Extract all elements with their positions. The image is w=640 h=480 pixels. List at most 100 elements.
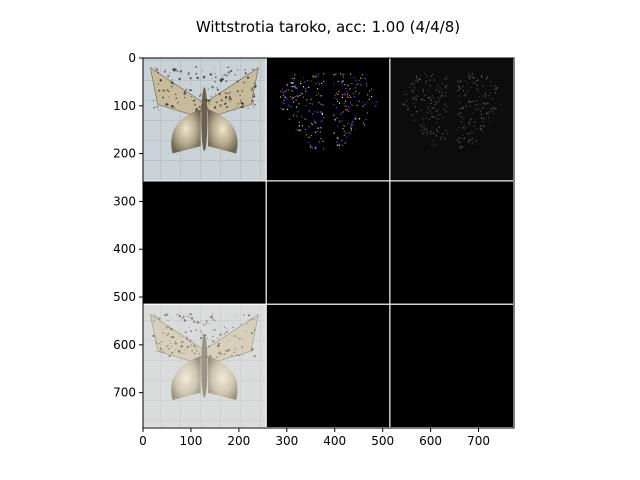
saliency-pixel (469, 77, 471, 79)
moth-speckle (154, 351, 156, 353)
saliency-pixel (481, 107, 484, 109)
saliency-pixel (486, 112, 488, 114)
saliency-pixel (444, 85, 446, 87)
saliency-pixel (368, 98, 370, 100)
saliency-pixel (347, 123, 349, 125)
moth-speckle (158, 317, 161, 320)
moth-speckle (178, 329, 180, 331)
saliency-pixel (402, 103, 404, 105)
saliency-pixel (429, 85, 431, 87)
moth-speckle (170, 104, 174, 108)
moth-speckle (237, 69, 239, 71)
saliency-pixel (342, 76, 345, 78)
moth-speckle (183, 352, 185, 355)
saliency-pixel (468, 142, 470, 144)
saliency-pixel (294, 86, 296, 88)
saliency-pixel (308, 136, 310, 138)
saliency-pixel (321, 82, 323, 84)
saliency-pixel (362, 105, 364, 107)
saliency-pixel (294, 74, 296, 76)
moth-speckle (218, 79, 220, 81)
saliency-pixel (338, 144, 340, 146)
saliency-pixel (366, 101, 368, 103)
saliency-pixel (317, 111, 319, 113)
moth-speckle (215, 93, 216, 95)
saliency-pixel (413, 88, 415, 90)
saliency-pixel (334, 119, 336, 121)
saliency-pixel (500, 104, 502, 106)
saliency-pixel (344, 94, 346, 96)
saliency-pixel (430, 102, 432, 104)
saliency-pixel (315, 146, 317, 148)
saliency-pixel (479, 110, 481, 112)
saliency-pixel (477, 89, 479, 91)
moth-speckle (180, 345, 183, 348)
moth-speckle (178, 351, 181, 354)
saliency-pixel (437, 130, 439, 132)
saliency-pixel (491, 107, 493, 109)
saliency-pixel (444, 95, 446, 97)
saliency-pixel (343, 73, 345, 76)
moth-speckle (171, 351, 174, 354)
moth-speckle (170, 336, 173, 339)
saliency-pixel (316, 111, 318, 113)
saliency-pixel (430, 99, 432, 101)
saliency-pixel (480, 113, 482, 115)
moth-speckle (159, 79, 162, 82)
saliency-pixel (441, 94, 443, 96)
saliency-pixel (460, 87, 462, 89)
saliency-pixel (292, 85, 295, 87)
saliency-pixel (457, 89, 459, 91)
saliency-pixel (319, 83, 321, 85)
saliency-pixel (315, 76, 317, 78)
moth-speckle (209, 355, 212, 358)
saliency-pixel (461, 146, 463, 148)
saliency-pixel (286, 98, 288, 100)
saliency-pixel (411, 91, 414, 93)
saliency-pixel (307, 142, 309, 144)
saliency-pixel (471, 73, 474, 75)
y-tick-label: 0 (128, 51, 136, 65)
saliency-pixel (424, 73, 426, 75)
saliency-pixel (462, 107, 464, 109)
moth-speckle (227, 348, 231, 352)
saliency-pixel (318, 92, 320, 95)
saliency-pixel (341, 81, 343, 83)
saliency-pixel (485, 97, 487, 99)
moth-speckle (174, 349, 176, 351)
saliency-pixel (317, 88, 319, 90)
saliency-pixel (310, 146, 312, 148)
saliency-pixel (479, 128, 481, 130)
saliency-pixel (281, 101, 283, 103)
saliency-pixel (468, 100, 470, 102)
saliency-pixel (494, 85, 496, 87)
saliency-pixel (282, 92, 284, 94)
saliency-pixel (431, 107, 433, 109)
saliency-pixel (305, 118, 307, 120)
moth-speckle (184, 96, 186, 99)
saliency-pixel (315, 74, 317, 76)
moth-speckle (223, 326, 226, 329)
saliency-pixel (436, 122, 438, 124)
saliency-pixel (291, 90, 293, 92)
saliency-pixel (480, 117, 483, 119)
moth-speckle (236, 354, 238, 357)
moth-speckle (169, 340, 171, 342)
tile-background (266, 304, 390, 428)
moth-speckle (159, 344, 161, 346)
moth-speckle (222, 75, 224, 77)
saliency-pixel (293, 77, 295, 79)
saliency-pixel (491, 97, 493, 100)
saliency-pixel (356, 84, 358, 86)
saliency-pixel (310, 80, 312, 82)
moth-speckle (168, 355, 171, 358)
tile-background (266, 181, 390, 304)
saliency-pixel (456, 139, 458, 141)
moth-speckle (214, 67, 216, 69)
saliency-pixel (290, 106, 292, 108)
saliency-pixel (466, 82, 468, 84)
saliency-pixel (437, 118, 440, 120)
saliency-pixel (298, 129, 300, 132)
moth-speckle (209, 332, 211, 334)
saliency-pixel (441, 82, 443, 84)
